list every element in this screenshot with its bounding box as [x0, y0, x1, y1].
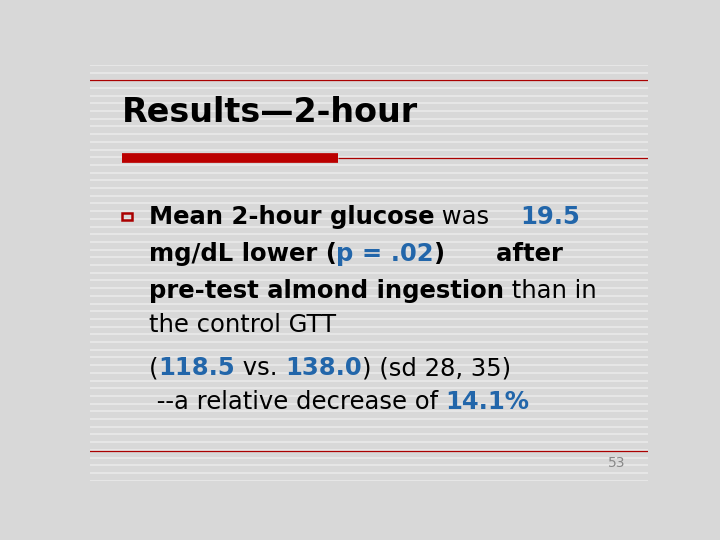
Text: )      after: ) after [434, 242, 563, 266]
Text: Results—2-hour: Results—2-hour [122, 96, 418, 129]
Text: was: was [434, 205, 521, 228]
Text: 53: 53 [608, 456, 626, 470]
Text: the control GTT: the control GTT [148, 313, 336, 336]
Text: pre-test almond ingestion: pre-test almond ingestion [148, 279, 503, 303]
Text: 138.0: 138.0 [285, 356, 361, 380]
Text: vs.: vs. [235, 356, 285, 380]
Text: 19.5: 19.5 [521, 205, 580, 228]
Text: Mean 2-hour glucose: Mean 2-hour glucose [148, 205, 434, 228]
Text: 14.1%: 14.1% [446, 389, 529, 414]
Text: ) (sd 28, 35): ) (sd 28, 35) [361, 356, 511, 380]
Text: (: ( [148, 356, 158, 380]
Text: 118.5: 118.5 [158, 356, 235, 380]
Bar [122, 213, 132, 220]
Text: --a relative decrease of: --a relative decrease of [148, 389, 446, 414]
Text: p = .02: p = .02 [336, 242, 434, 266]
Text: mg/dL lower (: mg/dL lower ( [148, 242, 336, 266]
Text: than in: than in [503, 279, 596, 303]
